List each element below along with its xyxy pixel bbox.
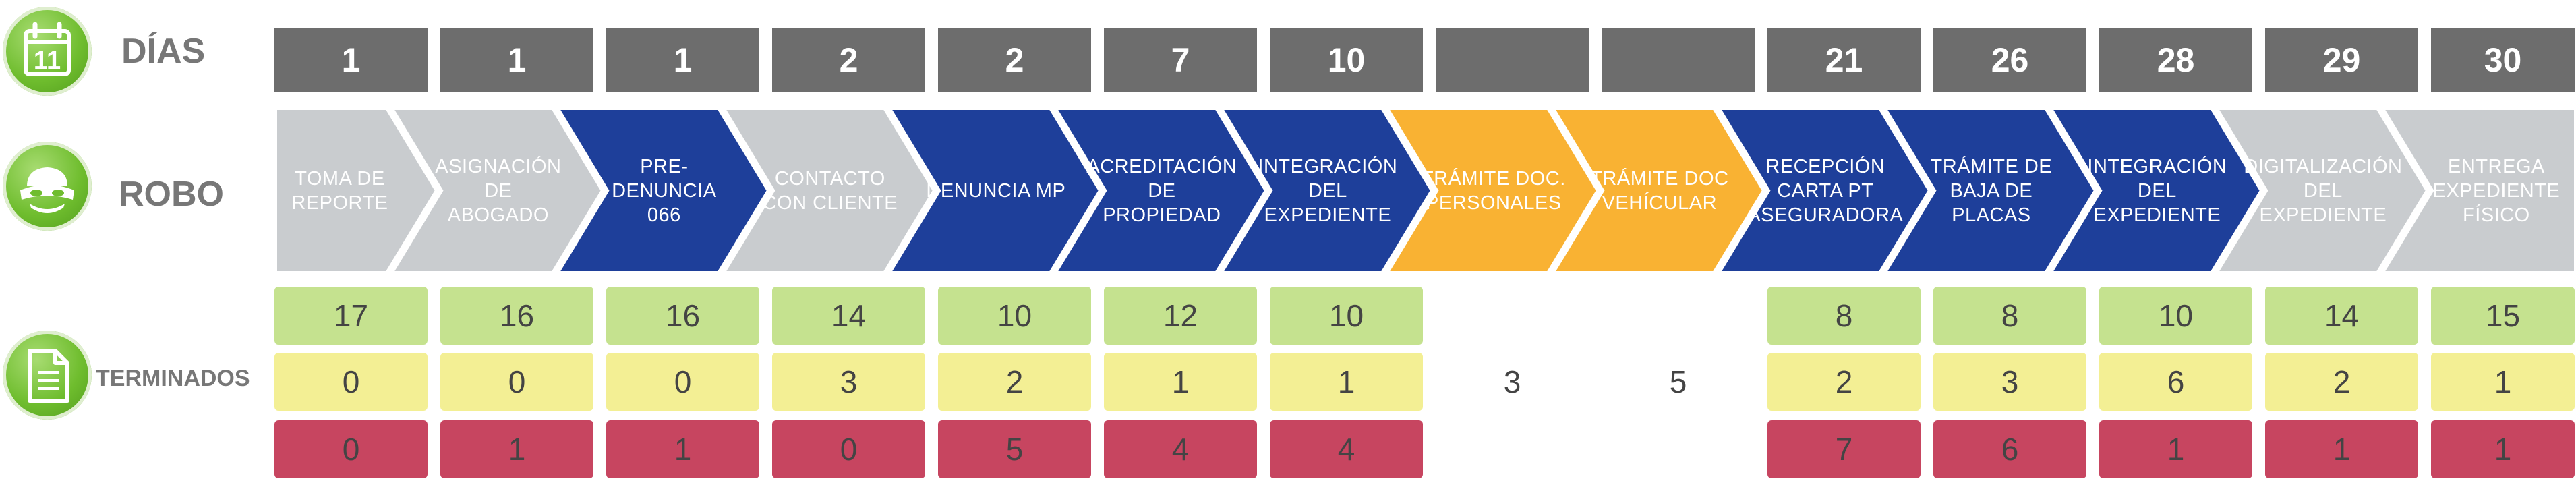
day-box: 7 — [1104, 28, 1257, 92]
process-row-label: ROBO — [119, 175, 224, 214]
process-step-chevron — [553, 106, 771, 275]
terminados-cell-green: 16 — [440, 287, 593, 345]
day-box: 30 — [2431, 28, 2575, 92]
terminados-cell-yellow: 2 — [2265, 353, 2418, 411]
process-step-chevron — [1051, 106, 1269, 275]
terminados-cell-red: 1 — [440, 420, 593, 478]
process-step-chevron — [387, 106, 606, 275]
process-step-label: RECEPCIÓN CARTA PT ASEGURADORA — [1747, 155, 1904, 226]
terminados-cell-yellow: 1 — [2431, 353, 2575, 411]
day-box — [1602, 28, 1755, 92]
terminados-cell-yellow: 1 — [1104, 353, 1257, 411]
day-box: 26 — [1933, 28, 2086, 92]
terminados-cell-red: 1 — [2099, 420, 2252, 478]
terminados-cell-red: 5 — [938, 420, 1091, 478]
terminados-cell-green: 17 — [274, 287, 428, 345]
day-box: 10 — [1270, 28, 1423, 92]
process-step-chevron — [1548, 106, 1767, 275]
day-box: 2 — [772, 28, 925, 92]
calendar-icon: 11 — [3, 7, 92, 96]
process-step-chevron — [1217, 106, 1435, 275]
process-step-chevron — [2378, 106, 2576, 275]
terminados-cell-yellow: 1 — [1270, 353, 1423, 411]
terminados-cell-red: 1 — [606, 420, 759, 478]
process-step-label: TRÁMITE DE BAJA DE PLACAS — [1930, 155, 2053, 226]
process-step-chevron — [273, 106, 440, 275]
day-box: 1 — [606, 28, 759, 92]
terminados-cell-yellow: 3 — [772, 353, 925, 411]
day-box: 29 — [2265, 28, 2418, 92]
terminados-cell-red: 1 — [2431, 420, 2575, 478]
terminados-cell-yellow: 3 — [1503, 364, 1521, 399]
process-step-chevron — [885, 106, 1103, 275]
day-box: 1 — [274, 28, 428, 92]
terminados-cell-yellow: 5 — [1669, 364, 1687, 399]
calendar-day-number: 11 — [34, 47, 61, 75]
terminados-cell-green: 14 — [2265, 287, 2418, 345]
process-step-label: ASIGNACIÓN DE ABOGADO — [435, 155, 562, 226]
terminados-cell-green: 14 — [772, 287, 925, 345]
terminados-cell-yellow: 3 — [1933, 353, 2086, 411]
process-step-chevron — [1714, 106, 1933, 275]
terminados-cell-red: 7 — [1767, 420, 1921, 478]
day-box: 2 — [938, 28, 1091, 92]
process-step-chevron — [1382, 106, 1601, 275]
terminados-cell-red: 0 — [772, 420, 925, 478]
process-step-label: DIGITALIZACIÓN DEL EXPEDIENTE — [2244, 155, 2403, 226]
terminados-cell-yellow: 0 — [606, 353, 759, 411]
process-flow — [273, 106, 2576, 275]
terminados-cell-red: 1 — [2265, 420, 2418, 478]
terminados-cell-green: 15 — [2431, 287, 2575, 345]
terminados-cell-green: 16 — [606, 287, 759, 345]
terminados-cell-yellow: 2 — [1767, 353, 1921, 411]
terminados-cell-yellow: 0 — [440, 353, 593, 411]
terminados-cell-yellow: 6 — [2099, 353, 2252, 411]
terminados-cell-red: 4 — [1104, 420, 1257, 478]
process-step-label: INTEGRACIÓN DEL EXPEDIENTE — [2087, 155, 2227, 226]
process-step-label: PRE-DENUNCIA 066 — [612, 155, 717, 226]
terminados-cell-green: 10 — [1270, 287, 1423, 345]
counts-row-label: TERMINADOS — [96, 366, 250, 391]
terminados-cell-green: 8 — [1933, 287, 2086, 345]
terminados-cell-yellow: 2 — [938, 353, 1091, 411]
process-step-label: INTEGRACIÓN DEL EXPEDIENTE — [1258, 155, 1398, 226]
process-step-chevron — [2046, 106, 2264, 275]
process-step-label: DENUNCIA MP — [926, 179, 1066, 202]
process-step-label: ACREDITACIÓN DE PROPIEDAD — [1086, 155, 1237, 226]
terminados-cell-red: 4 — [1270, 420, 1423, 478]
day-box — [1436, 28, 1589, 92]
day-box: 28 — [2099, 28, 2252, 92]
process-step-chevron — [2212, 106, 2430, 275]
terminados-cell-green: 8 — [1767, 287, 1921, 345]
process-step-chevron — [719, 106, 937, 275]
days-row-label: DÍAS — [121, 32, 206, 71]
day-box: 1 — [440, 28, 593, 92]
terminados-cell-yellow: 0 — [274, 353, 428, 411]
process-step-label: TOMA DE REPORTE — [291, 167, 388, 214]
terminados-cell-green: 10 — [2099, 287, 2252, 345]
process-step-label: CONTACTO CON CLIENTE — [762, 167, 898, 214]
terminados-cell-green: 10 — [938, 287, 1091, 345]
process-step-label: ENTREGA EXPEDIENTE FÍSICO — [2432, 155, 2560, 226]
terminados-cell-red: 0 — [274, 420, 428, 478]
terminados-cell-red: 6 — [1933, 420, 2086, 478]
document-icon — [3, 331, 92, 420]
terminados-cell-green: 12 — [1104, 287, 1257, 345]
process-step-chevron — [1880, 106, 2099, 275]
process-step-label: TRÁMITE DOC. PERSONALES — [1421, 167, 1566, 214]
bandit-mask-icon — [3, 142, 92, 231]
process-step-label: TRÁMITE DOC VEHÍCULAR — [1590, 167, 1729, 214]
day-box: 21 — [1767, 28, 1921, 92]
